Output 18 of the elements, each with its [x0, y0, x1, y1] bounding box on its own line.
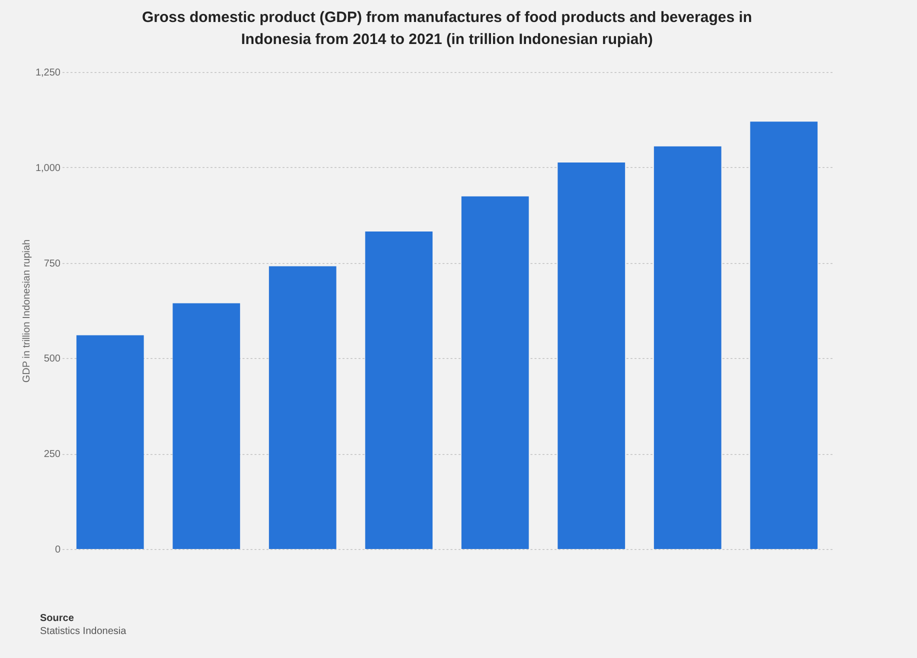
bar: [654, 146, 722, 549]
bar: [76, 335, 144, 549]
y-tick-label: 750: [44, 258, 61, 270]
bar: [750, 122, 818, 549]
bar: [461, 196, 529, 549]
y-tick-label: 1,250: [35, 68, 61, 78]
y-tick-label: 500: [44, 354, 61, 365]
bar: [558, 162, 626, 549]
text: Source: [40, 612, 75, 625]
text: Statistics Indonesia: [40, 625, 126, 638]
bar: [268, 266, 336, 549]
chart-title: Gross domestic product (GDP) from manufactures of food products and beverages in Indonesia from 2014 to 2021 (in trillion Indonesian rupiah): [142, 9, 752, 48]
bar: [172, 303, 240, 549]
y-axis-title: GDP in trillion Indonesian rupiah: [21, 239, 32, 383]
y-tick-label: 250: [44, 449, 61, 460]
y-tick-label: 1,000: [35, 162, 61, 174]
y-tick-label: 0: [54, 544, 61, 556]
bar: [365, 232, 433, 549]
